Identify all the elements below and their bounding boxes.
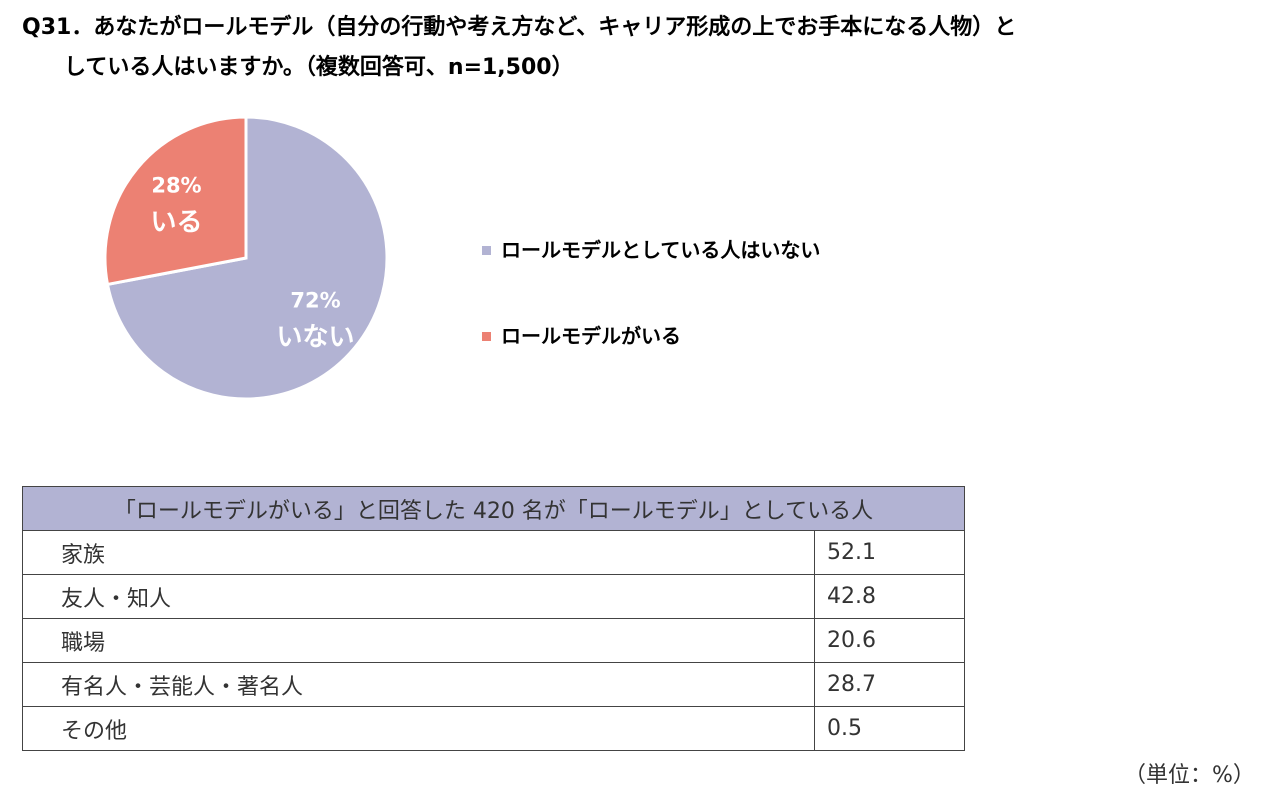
table-row: その他 0.5	[22, 706, 965, 751]
role-model-breakdown-table: 「ロールモデルがいる」と回答した 420 名が「ロールモデル」としている人 家族…	[22, 486, 965, 751]
legend-label-has-role-model: ロールモデルがいる	[501, 323, 681, 348]
table-row: 有名人・芸能人・著名人 28.7	[22, 662, 965, 707]
row-label: その他	[22, 706, 815, 751]
table-row: 家族 52.1	[22, 530, 965, 575]
row-value: 42.8	[814, 574, 965, 619]
row-label: 友人・知人	[22, 574, 815, 619]
row-value: 52.1	[814, 530, 965, 575]
row-label: 家族	[22, 530, 815, 575]
pie-chart: 72% いない 28% いる	[96, 108, 396, 408]
pie-label-pct-no-role-model: 72%	[290, 289, 340, 313]
unit-note: （単位：%）	[1124, 763, 1255, 788]
legend-label-no-role-model: ロールモデルとしている人はいない	[501, 237, 821, 262]
pie-slice-has-role-model	[103, 115, 248, 287]
row-label: 職場	[22, 618, 815, 663]
question-line-2: している人はいますか。（複数回答可、n=1,500）	[64, 55, 574, 80]
legend-item-no-role-model: ロールモデルとしている人はいない	[482, 226, 820, 270]
question-line-1: Q31．あなたがロールモデル（自分の行動や考え方など、キャリア形成の上でお手本に…	[22, 15, 1017, 40]
row-label: 有名人・芸能人・著名人	[22, 662, 815, 707]
table-header-row: 「ロールモデルがいる」と回答した 420 名が「ロールモデル」としている人	[22, 486, 965, 531]
pie-label-pct-has-role-model: 28%	[151, 173, 201, 197]
table-row: 友人・知人 42.8	[22, 574, 965, 619]
row-value: 20.6	[814, 618, 965, 663]
legend-swatch-has-role-model	[482, 331, 491, 341]
table-header: 「ロールモデルがいる」と回答した 420 名が「ロールモデル」としている人	[22, 486, 965, 531]
pie-label-text-no-role-model: いない	[277, 323, 355, 353]
row-value: 0.5	[814, 706, 965, 751]
legend-swatch-no-role-model	[482, 245, 491, 255]
pie-label-text-has-role-model: いる	[150, 207, 202, 237]
pie-chart-svg: 72% いない 28% いる	[103, 115, 389, 401]
question-title: Q31．あなたがロールモデル（自分の行動や考え方など、キャリア形成の上でお手本に…	[22, 8, 1252, 88]
row-value: 28.7	[814, 662, 965, 707]
table-row: 職場 20.6	[22, 618, 965, 663]
legend-item-has-role-model: ロールモデルがいる	[482, 312, 820, 356]
pie-legend: ロールモデルとしている人はいない ロールモデルがいる	[482, 226, 820, 398]
